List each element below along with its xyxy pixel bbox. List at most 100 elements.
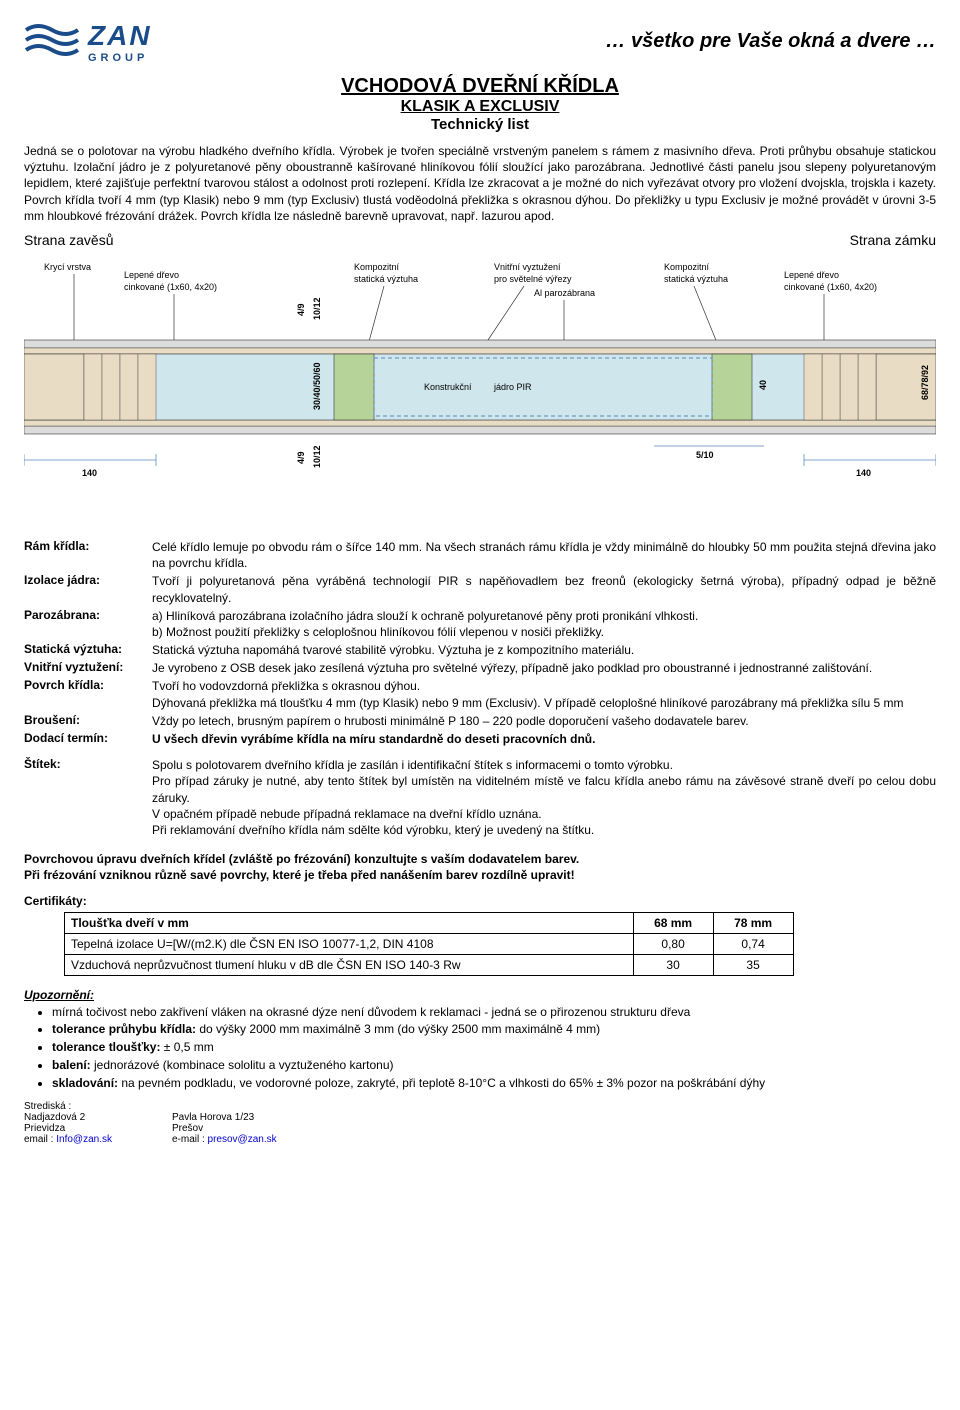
page: ZAN GROUP … všetko pre Vaše okná a dvere… bbox=[0, 0, 960, 1163]
footer: Strediská : Nadjazdová 2 Prievidza email… bbox=[24, 1101, 936, 1145]
cert-row-label: Vzduchová neprůzvučnost tlumení hluku v … bbox=[65, 954, 634, 975]
footer-c1-l1: Nadjazdová 2 bbox=[24, 1112, 112, 1123]
footer-c1-l3: email : Info@zan.sk bbox=[24, 1134, 112, 1145]
lbl-komp-r-2: statická výztuha bbox=[664, 274, 728, 284]
spec-label: Broušení: bbox=[24, 712, 152, 730]
footer-c1-l2: Prievidza bbox=[24, 1123, 112, 1134]
spec-label: Vnitřní vyztužení: bbox=[24, 659, 152, 677]
certs-table: Tloušťka dveří v mm 68 mm 78 mm Tepelná … bbox=[64, 912, 794, 976]
notice-text: na pevném podkladu, ve vodorovné poloze,… bbox=[121, 1076, 765, 1090]
notes-block: Povrchovou úpravu dveřních křídel (zvláš… bbox=[24, 851, 936, 883]
notice-key: skladování: bbox=[52, 1075, 118, 1092]
lbl-jadro: jádro PIR bbox=[493, 382, 532, 392]
logo-waves-icon bbox=[24, 18, 80, 65]
title-line-2: KLASIK A EXCLUSIV bbox=[24, 98, 936, 116]
spec-row: Statická výztuha:Statická výztuha napomá… bbox=[24, 641, 936, 659]
diagram-left-title: Strana zavěsů bbox=[24, 232, 114, 248]
brand-sub: GROUP bbox=[88, 52, 152, 64]
notice-key: balení: bbox=[52, 1057, 91, 1074]
spec-row: Dodací termín:U všech dřevin vyrábíme kř… bbox=[24, 730, 936, 748]
cert-row-v2: 35 bbox=[713, 954, 793, 975]
cert-row-label: Tepelná izolace U=[W/(m2.K) dle ČSN EN I… bbox=[65, 933, 634, 954]
spec-row: Rám křídla:Celé křídlo lemuje po obvodu … bbox=[24, 538, 936, 572]
diagram-right-title: Strana zámku bbox=[850, 232, 936, 248]
cross-section-diagram: Krycí vrstva Lepené dřevo cinkované (1x6… bbox=[24, 250, 936, 520]
lbl-komp-r-1: Kompozitní bbox=[664, 262, 710, 272]
lbl-konstrukcni: Konstrukční bbox=[424, 382, 472, 392]
spec-label: Rám křídla: bbox=[24, 538, 152, 572]
certs-heading: Certifikáty: bbox=[24, 894, 936, 908]
dim-510: 5/10 bbox=[696, 450, 714, 460]
spec-label: Dodací termín: bbox=[24, 730, 152, 748]
notice-heading: Upozornění: bbox=[24, 988, 936, 1002]
lbl-komp-stat-1: Kompozitní bbox=[354, 262, 400, 272]
notice-item: balení: jednorázové (kombinace sololitu … bbox=[52, 1057, 936, 1074]
dim-lines-bottom bbox=[24, 446, 936, 466]
lbl-komp-stat-2: statická výztuha bbox=[354, 274, 418, 284]
title-block: VCHODOVÁ DVEŘNÍ KŘÍDLA KLASIK A EXCLUSIV… bbox=[24, 75, 936, 133]
notice-key: tolerance průhybu křídla: bbox=[52, 1021, 196, 1038]
dim-40: 40 bbox=[758, 380, 768, 390]
cert-col-0: Tloušťka dveří v mm bbox=[65, 912, 634, 933]
footer-email-2[interactable]: presov@zan.sk bbox=[208, 1134, 277, 1145]
spec-body: U všech dřevin vyrábíme křídla na míru s… bbox=[152, 730, 936, 748]
cert-col-1: 68 mm bbox=[633, 912, 713, 933]
note-line-2: Při frézování vzniknou různě savé povrch… bbox=[24, 867, 936, 883]
spec-body: Statická výztuha napomáhá tvarové stabil… bbox=[152, 641, 936, 659]
spec-row: Parozábrana:a) Hliníková parozábrana izo… bbox=[24, 607, 936, 641]
notice-item: skladování: na pevném podkladu, ve vodor… bbox=[52, 1075, 936, 1092]
footer-c2-l3: e-mail : presov@zan.sk bbox=[172, 1134, 277, 1145]
cert-row-v1: 0,80 bbox=[633, 933, 713, 954]
spec-body: Je vyrobeno z OSB desek jako zesílená vý… bbox=[152, 659, 936, 677]
dim-1012-bot: 10/12 bbox=[312, 445, 322, 468]
note-line-1: Povrchovou úpravu dveřních křídel (zvláš… bbox=[24, 851, 936, 867]
tagline: … všetko pre Vaše okná a dvere … bbox=[605, 30, 936, 53]
logo-text-block: ZAN GROUP bbox=[88, 20, 152, 64]
title-line-1: VCHODOVÁ DVEŘNÍ KŘÍDLA bbox=[24, 75, 936, 98]
notice-text: do výšky 2000 mm maximálně 3 mm (do výšk… bbox=[199, 1022, 600, 1036]
cert-row: Tepelná izolace U=[W/(m2.K) dle ČSN EN I… bbox=[65, 933, 794, 954]
cert-row-v2: 0,74 bbox=[713, 933, 793, 954]
lbl-lepene-l-2: cinkované (1x60, 4x20) bbox=[124, 282, 217, 292]
notice-list: mírná točivost nebo zakřivení vláken na … bbox=[52, 1004, 936, 1092]
dim-49-top: 4/9 bbox=[296, 303, 306, 316]
lbl-lepene-r-1: Lepené dřevo bbox=[784, 270, 839, 280]
notice-item: tolerance průhybu křídla: do výšky 2000 … bbox=[52, 1021, 936, 1038]
spec-label: Statická výztuha: bbox=[24, 641, 152, 659]
spec-label: Parozábrana: bbox=[24, 607, 152, 641]
section-body bbox=[24, 340, 936, 434]
title-line-3: Technický list bbox=[24, 116, 936, 133]
footer-email-1[interactable]: Info@zan.sk bbox=[56, 1134, 112, 1145]
dim-140-l: 140 bbox=[82, 468, 97, 478]
footer-strediska: Strediská : bbox=[24, 1101, 112, 1112]
lbl-lepene-r-2: cinkované (1x60, 4x20) bbox=[784, 282, 877, 292]
lbl-vnitrni-1: Vnitřní vyztužení bbox=[494, 262, 561, 272]
spec-body: Tvoří ji polyuretanová pěna vyráběná tec… bbox=[152, 572, 936, 606]
spec-body: a) Hliníková parozábrana izolačního jádr… bbox=[152, 607, 936, 641]
lbl-vnitrni-2: pro světelné výřezy bbox=[494, 274, 572, 284]
footer-c2-l1: Pavla Horova 1/23 bbox=[172, 1112, 277, 1123]
header: ZAN GROUP … všetko pre Vaše okná a dvere… bbox=[24, 18, 936, 65]
spec-body: Spolu s polotovarem dveřního křídla je z… bbox=[152, 756, 936, 839]
cert-col-2: 78 mm bbox=[713, 912, 793, 933]
diagram-side-labels: Strana zavěsů Strana zámku bbox=[24, 232, 936, 248]
lbl-lepene-l-1: Lepené dřevo bbox=[124, 270, 179, 280]
footer-col-1: Strediská : Nadjazdová 2 Prievidza email… bbox=[24, 1101, 112, 1145]
dim-687892: 68/78/92 bbox=[920, 365, 930, 400]
notice-text: ± 0,5 mm bbox=[164, 1040, 214, 1054]
spec-row: Povrch křídla:Tvoří ho vodovzdorná překl… bbox=[24, 677, 936, 711]
spec-body: Tvoří ho vodovzdorná překližka s okrasno… bbox=[152, 677, 936, 711]
spec-row: Vnitřní vyztužení:Je vyrobeno z OSB dese… bbox=[24, 659, 936, 677]
footer-c2-l2: Prešov bbox=[172, 1123, 277, 1134]
dim-140-r: 140 bbox=[856, 468, 871, 478]
spec-label: Štítek: bbox=[24, 756, 152, 839]
logo-block: ZAN GROUP bbox=[24, 18, 152, 65]
brand-name: ZAN bbox=[88, 20, 152, 52]
notice-item: mírná točivost nebo zakřivení vláken na … bbox=[52, 1004, 936, 1021]
spec-row: Štítek:Spolu s polotovarem dveřního kříd… bbox=[24, 756, 936, 839]
notice-text: jednorázové (kombinace sololitu a vyztuž… bbox=[94, 1058, 394, 1072]
spec-row: Izolace jádra:Tvoří ji polyuretanová pěn… bbox=[24, 572, 936, 606]
dim-49-bot: 4/9 bbox=[296, 451, 306, 464]
spec-body: Vždy po letech, brusným papírem o hrubos… bbox=[152, 712, 936, 730]
dim-30-60: 30/40/50/60 bbox=[312, 362, 322, 410]
